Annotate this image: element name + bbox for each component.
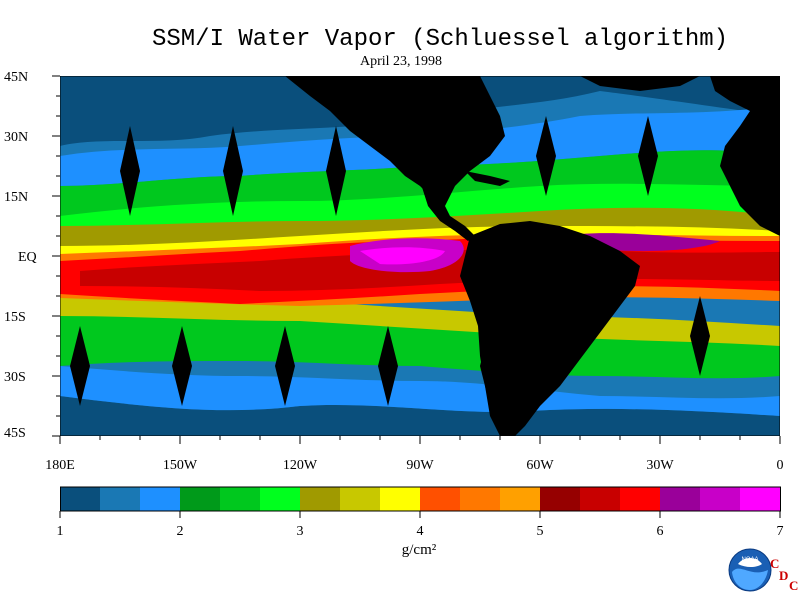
noaa-logo-text: NOAA	[741, 557, 758, 563]
band-south-blue	[60, 366, 780, 416]
colorbar-swatch	[340, 487, 381, 511]
noaa-logo: NOAA	[728, 548, 772, 592]
colorbar-swatch	[500, 487, 541, 511]
band-south-dry	[60, 396, 780, 436]
lon-label-30w: 30W	[646, 458, 674, 473]
lon-label-60w: 60W	[526, 458, 554, 473]
lat-label-45n: 45N	[4, 70, 29, 85]
lon-label-180e: 180E	[45, 458, 75, 473]
colorbar-swatch	[100, 487, 141, 511]
colorbar-swatch	[300, 487, 341, 511]
lon-label-0: 0	[776, 458, 784, 473]
colorbar-swatch	[620, 487, 661, 511]
moisture-max-atlantic	[580, 233, 720, 252]
data-gaps	[70, 116, 710, 406]
map-date: April 23, 1998	[360, 54, 443, 69]
lat-label-30s: 30S	[4, 370, 26, 385]
lat-label-30n: 30N	[4, 130, 29, 145]
gap-4	[428, 126, 448, 216]
moisture-peak-pacific	[360, 247, 445, 265]
gap-1	[120, 126, 140, 216]
colorbar-units: g/cm²	[401, 542, 437, 558]
gap-12	[690, 296, 710, 376]
lat-label-eq: EQ	[18, 250, 37, 265]
band-south-green	[60, 306, 780, 379]
colorbar-swatch	[260, 487, 301, 511]
lat-label-15s: 15S	[4, 310, 26, 325]
colorbar-swatch	[740, 487, 781, 511]
land-south-america	[460, 221, 640, 436]
lat-label-45s: 45S	[4, 426, 26, 441]
colorbar-swatch	[140, 487, 181, 511]
colorbar-swatch	[60, 487, 101, 511]
colorbar-swatch	[420, 487, 461, 511]
gap-8	[172, 326, 192, 406]
lat-label-15n: 15N	[4, 190, 29, 205]
land-cuba	[465, 171, 510, 186]
land-africa-europe	[710, 76, 780, 236]
gap-10	[378, 326, 398, 406]
colorbar-swatch	[460, 487, 501, 511]
colorbar-tick-1: 1	[56, 524, 64, 539]
colorbar-tick-4: 4	[416, 524, 424, 539]
gap-5	[536, 116, 556, 196]
water-vapor-map	[60, 76, 780, 436]
colorbar-tick-5: 5	[536, 524, 544, 539]
colorbar-frame	[60, 486, 781, 512]
colorbar-swatch	[180, 487, 221, 511]
colorbar-tick-7: 7	[776, 524, 784, 539]
land-greenland	[580, 76, 700, 91]
gap-3	[326, 126, 346, 216]
colorbar-swatch	[660, 487, 701, 511]
colorbar-tick-3: 3	[296, 524, 304, 539]
colorbar	[60, 486, 781, 512]
colorbar-tick-2: 2	[176, 524, 184, 539]
lon-label-120w: 120W	[282, 458, 318, 473]
gap-6	[638, 116, 658, 196]
gap-9	[275, 326, 295, 406]
colorbar-swatch	[540, 487, 581, 511]
map-title: SSM/I Water Vapor (Schluessel algorithm)	[151, 26, 729, 53]
cdc-letter-d: D	[779, 568, 789, 583]
land-north-america	[285, 76, 505, 206]
gap-11	[480, 326, 500, 406]
colorbar-swatch	[580, 487, 621, 511]
lon-label-150w: 150W	[162, 458, 198, 473]
cdc-letter-c: C	[770, 556, 780, 571]
cdc-letter-c2: C	[789, 578, 799, 593]
gap-7	[70, 326, 90, 406]
lon-label-90w: 90W	[406, 458, 434, 473]
colorbar-tick-6: 6	[656, 524, 664, 539]
colorbar-swatch	[380, 487, 421, 511]
colorbar-swatch	[220, 487, 261, 511]
gap-2	[223, 126, 243, 216]
colorbar-swatch	[700, 487, 741, 511]
